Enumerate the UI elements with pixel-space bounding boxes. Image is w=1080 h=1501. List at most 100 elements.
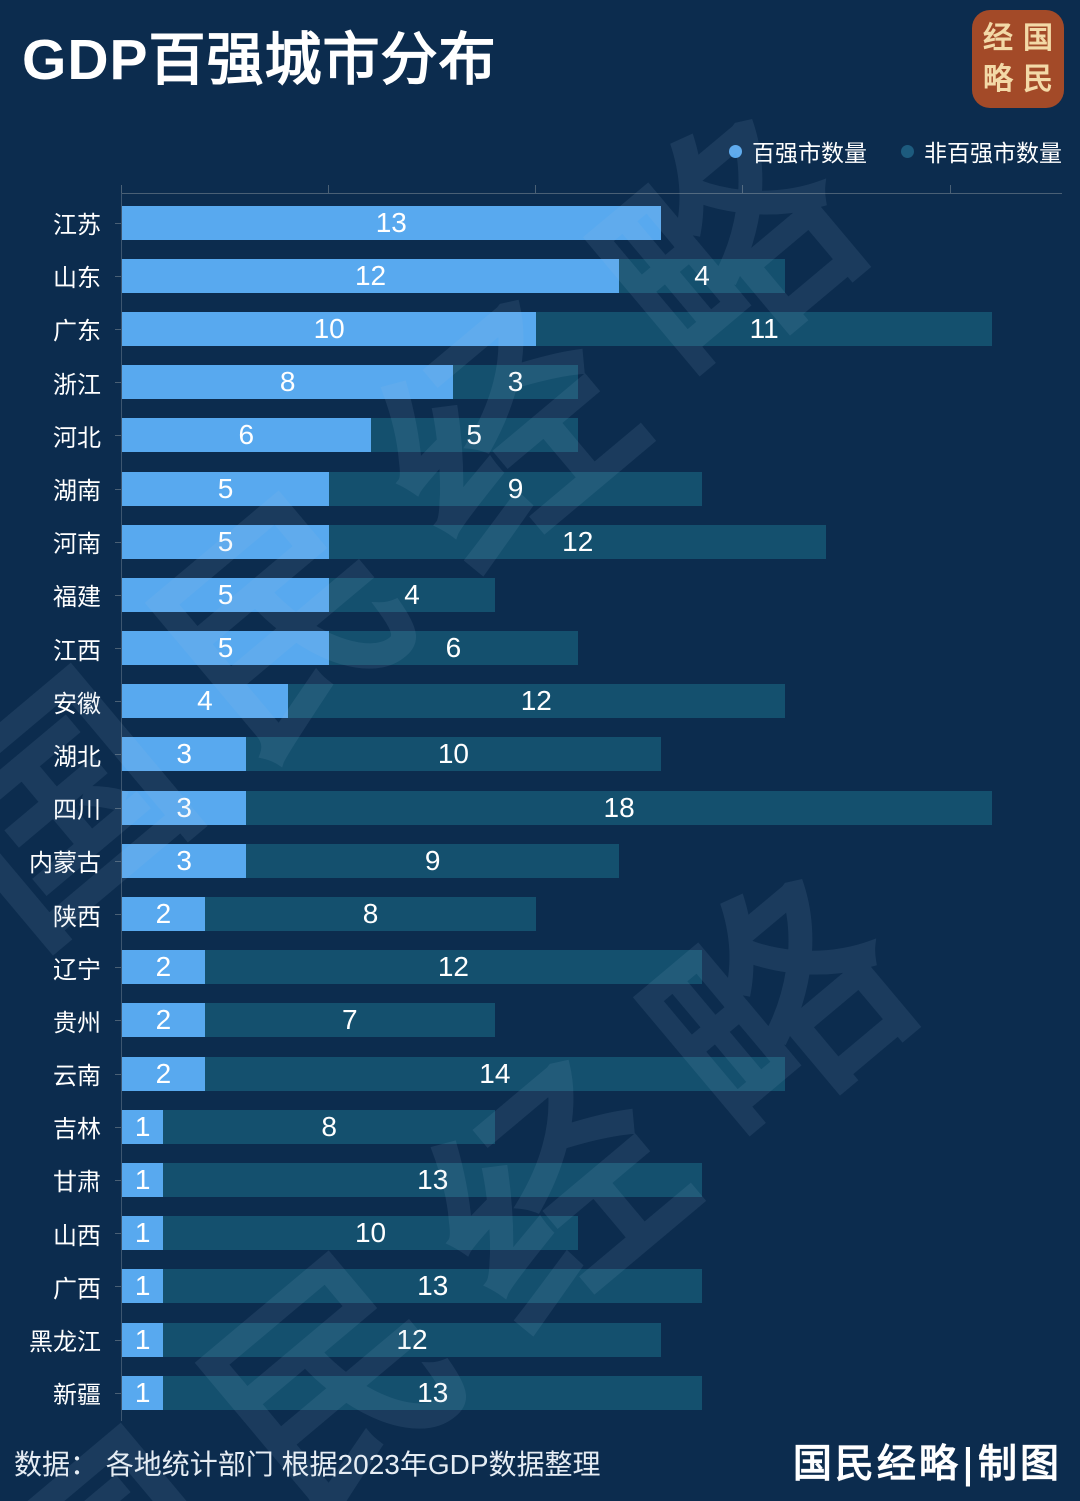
bar-group: 5 12 (114, 524, 827, 559)
chart-row: 山西 1 10 (0, 1207, 1080, 1260)
category-label: 江苏 (53, 212, 101, 240)
bar-segment-other: 10 (163, 1216, 578, 1251)
bar-segment-top100: 1 (122, 1375, 164, 1410)
category-label: 山东 (53, 265, 101, 293)
bar-value-label: 3 (176, 791, 192, 823)
category-label: 云南 (53, 1063, 101, 1091)
legend-dot-icon (901, 144, 914, 158)
chart-row: 福建 5 4 (0, 568, 1080, 621)
bar-group: 1 10 (115, 1216, 578, 1251)
bar-segment-top100: 5 (122, 631, 330, 666)
category-label: 江西 (53, 637, 101, 665)
bar-value-label: 1 (134, 1163, 151, 1195)
category-label: 内蒙古 (29, 850, 101, 878)
chart-row: 湖南 5 9 (0, 462, 1080, 515)
axis-tick (121, 185, 122, 193)
bar-segment-top100: 6 (122, 418, 371, 453)
bar-value-label: 9 (507, 472, 524, 504)
bar-value-label: 3 (176, 844, 192, 876)
bar-value-label: 5 (466, 419, 482, 451)
bar-group: 1 12 (115, 1322, 661, 1357)
bar-value-label: 1 (134, 1217, 151, 1249)
category-label: 辽宁 (53, 956, 101, 984)
bar-segment-other: 4 (619, 258, 785, 293)
bar-segment-other: 9 (329, 471, 702, 506)
bar-segment-top100: 12 (122, 258, 620, 293)
bar-value-label: 5 (217, 632, 234, 664)
bar-value-label: 4 (197, 685, 213, 717)
logo-char: 略 (983, 61, 1013, 97)
bar-segment-other: 11 (536, 311, 992, 346)
bar-segment-top100: 1 (122, 1322, 164, 1357)
bar-value-label: 8 (362, 898, 379, 930)
bar-value-label: 2 (155, 898, 172, 930)
chart-row: 安徽 4 12 (0, 675, 1080, 728)
bar-value-label: 9 (424, 844, 441, 876)
bar-value-label: 14 (479, 1057, 511, 1089)
category-label: 黑龙江 (29, 1329, 101, 1357)
bar-group: 1 13 (115, 1375, 702, 1410)
category-label: 吉林 (53, 1116, 101, 1144)
bar-value-label: 13 (417, 1376, 449, 1408)
bar-value-label: 2 (155, 1004, 172, 1036)
bar-value-label: 18 (603, 791, 635, 823)
bar-value-label: 1 (134, 1110, 151, 1142)
chart-row: 河北 6 5 (0, 409, 1080, 462)
axis-tick (328, 185, 330, 193)
chart-row: 湖北 3 10 (0, 728, 1080, 781)
bar-value-label: 8 (279, 366, 296, 398)
bar-segment-other: 13 (163, 1375, 702, 1410)
chart-row: 浙江 8 3 (0, 356, 1080, 409)
chart-row: 河南 5 12 (0, 515, 1080, 568)
category-label: 河北 (53, 424, 101, 452)
bar-value-label: 4 (694, 259, 710, 291)
bar-group: 2 12 (115, 950, 702, 985)
chart-row: 内蒙古 3 9 (0, 834, 1080, 887)
bar-segment-top100: 5 (122, 471, 330, 506)
bar-value-label: 12 (437, 951, 469, 983)
bar-value-label: 3 (507, 366, 524, 398)
legend-label: 非百强市数量 (924, 140, 1062, 166)
bar-segment-other: 4 (329, 577, 495, 612)
bar-value-label: 12 (520, 685, 552, 717)
bar-value-label: 10 (354, 1217, 387, 1249)
category-label: 四川 (53, 797, 101, 825)
legend-label: 百强市数量 (752, 140, 867, 166)
bar-value-label: 3 (176, 738, 192, 770)
category-label: 安徽 (53, 690, 101, 718)
category-label: 河南 (53, 531, 101, 559)
bar-value-label: 1 (134, 1323, 151, 1355)
bar-segment-top100: 3 (122, 737, 247, 772)
bar-value-label: 12 (354, 259, 387, 291)
bar-segment-other: 13 (163, 1162, 702, 1197)
bar-segment-other: 7 (204, 1003, 495, 1038)
bar-value-label: 13 (375, 206, 407, 238)
category-label: 新疆 (53, 1382, 101, 1410)
bar-group: 1 13 (115, 1162, 702, 1197)
bar-segment-other: 12 (329, 524, 827, 559)
bar-segment-other: 12 (163, 1322, 661, 1357)
bar-segment-other: 9 (246, 843, 620, 878)
page-title: GDP百强城市分布 (22, 28, 497, 92)
chart-row: 广东 10 11 (0, 302, 1080, 355)
chart-row: 江西 5 6 (0, 622, 1080, 675)
bar-group: 4 12 (115, 684, 785, 719)
legend-dot-icon (729, 144, 742, 158)
bar-value-label: 6 (445, 632, 462, 664)
category-label: 湖南 (53, 478, 101, 506)
chart-row: 新疆 1 13 (0, 1366, 1080, 1419)
bar-value-label: 5 (217, 525, 234, 557)
bar-value-label: 7 (342, 1004, 358, 1036)
bar-segment-top100: 2 (122, 1003, 205, 1038)
chart-rows: 江苏 13 山东 12 4 广东 10 11 浙江 8 3 河北 6 5 湖南 5 9 河南 5 12 福建 5 4 江西 5 6… (0, 196, 1080, 1419)
bar-segment-other: 10 (246, 737, 661, 772)
bar-segment-other: 18 (246, 790, 992, 825)
